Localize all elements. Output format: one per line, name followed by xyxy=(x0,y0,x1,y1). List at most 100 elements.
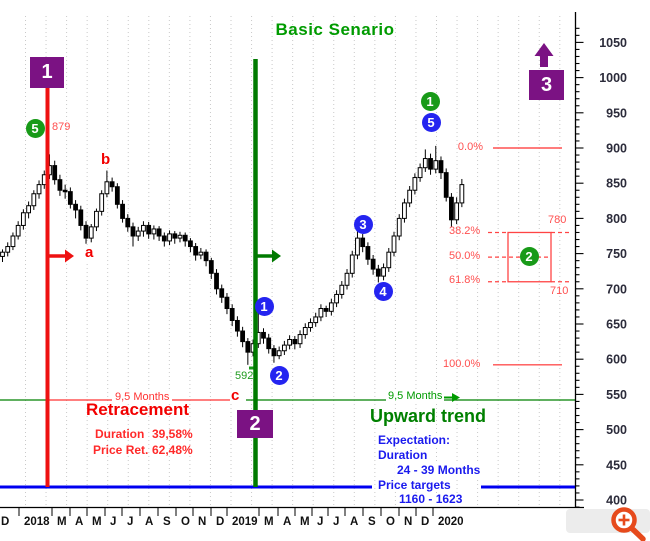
candle-body-down xyxy=(156,228,162,237)
fib-label-0: 0.0% xyxy=(457,141,483,153)
wave-marker-green-5: 5 xyxy=(25,118,45,138)
candle-body-up xyxy=(5,246,11,253)
candle-body-up xyxy=(381,267,386,277)
candle-body-down xyxy=(240,330,246,343)
y-axis-label: 850 xyxy=(606,177,627,191)
y-axis-label: 900 xyxy=(606,142,627,156)
x-axis-label: J xyxy=(110,516,116,528)
candle-body-down xyxy=(109,181,115,188)
candle-body-down xyxy=(161,235,167,242)
y-axis-label: 1050 xyxy=(599,36,627,50)
candle-body-up xyxy=(198,251,204,256)
candle-body-up xyxy=(308,322,313,329)
x-axis-label: D xyxy=(1,516,9,528)
candle-body-down xyxy=(78,209,84,226)
candle-body-down xyxy=(235,319,240,332)
upward-trend-title: Upward trend xyxy=(370,406,487,426)
retracement-price-value: 62,48% xyxy=(152,443,193,457)
low-price-label: 592 xyxy=(235,370,254,382)
candle-body-up xyxy=(433,160,439,170)
candle-body-down xyxy=(182,234,188,242)
candle-body-down xyxy=(125,217,131,228)
candle-body-up xyxy=(422,158,428,169)
wave-letter-c: c xyxy=(230,387,241,404)
retracement-title: Retracement xyxy=(86,400,189,419)
candle-body-down xyxy=(365,246,371,260)
candle-body-up xyxy=(318,308,324,318)
candle-body-up xyxy=(26,205,32,214)
candle-body-down xyxy=(360,237,366,248)
candle-body-down xyxy=(83,224,89,239)
x-axis-label: S xyxy=(163,516,171,528)
candle-body-up xyxy=(454,202,460,221)
candle-body-up xyxy=(167,233,172,242)
expectation-duration-value: 24 - 39 Months xyxy=(395,463,483,477)
candle-body-down xyxy=(245,341,251,353)
x-axis-label: S xyxy=(368,516,376,528)
y-axis-label: 700 xyxy=(606,282,627,296)
x-axis-label: N xyxy=(198,516,206,528)
candle-body-down xyxy=(146,224,152,235)
y-axis-label: 550 xyxy=(606,388,627,402)
fib-label-100: 100.0% xyxy=(443,358,481,370)
candle-body-up xyxy=(20,212,26,226)
candle-body-up xyxy=(151,228,157,235)
x-axis-label: M xyxy=(300,516,310,528)
y-axis-label: 800 xyxy=(606,212,627,226)
retracement-span-label: 9,5 Months xyxy=(112,391,173,404)
candle-body-up xyxy=(386,251,392,269)
zoom-in-icon-part[interactable] xyxy=(629,525,646,541)
candle-body-down xyxy=(120,203,125,219)
y-axis-label: 500 xyxy=(606,423,627,437)
candle-body-down xyxy=(449,196,454,221)
candle-body-down xyxy=(375,268,381,277)
candle-body-down xyxy=(208,260,214,274)
candle-body-down xyxy=(172,233,178,239)
x-axis-label: D xyxy=(216,516,224,528)
y-axis-label: 750 xyxy=(606,247,627,261)
candle-body-up xyxy=(88,226,94,239)
y-axis-label: 1000 xyxy=(599,71,627,85)
green-arrow-head xyxy=(272,249,281,263)
candle-body-up xyxy=(349,254,355,274)
low-marker-dash xyxy=(249,366,256,370)
x-axis-label: M xyxy=(57,516,67,528)
fib-target-zone-box xyxy=(507,231,552,283)
wave-marker-green-1: 1 xyxy=(420,91,440,111)
chart-title: Basic Senario xyxy=(275,20,395,39)
y-axis-label: 600 xyxy=(606,353,627,367)
candle-body-up xyxy=(99,193,105,212)
zoom-in-icon[interactable] xyxy=(611,507,646,541)
x-axis-label: J xyxy=(317,516,323,528)
candle-body-down xyxy=(370,258,376,270)
candle-body-up xyxy=(177,234,183,239)
candle-body-down xyxy=(266,337,272,350)
wave-marker-blue-4: 4 xyxy=(373,281,393,301)
retracement-duration-value: 39,58% xyxy=(152,427,193,441)
candle-body-up xyxy=(355,237,360,256)
x-axis-label: N xyxy=(404,516,412,528)
y-axis-label: 650 xyxy=(606,318,627,332)
candle-body-down xyxy=(193,246,199,256)
candle-body-up xyxy=(417,167,423,179)
retracement-price-label: Price Ret. xyxy=(93,443,149,457)
x-axis-label: O xyxy=(386,516,395,528)
candle-body-down xyxy=(73,203,78,211)
expectation-duration-label: Duration xyxy=(376,448,430,462)
x-axis-label: 2019 xyxy=(232,516,258,528)
candle-body-down xyxy=(130,226,136,237)
candle-body-down xyxy=(428,158,433,170)
x-axis-label: J xyxy=(333,516,339,528)
fib-lower-target: 710 xyxy=(550,285,569,297)
candle-body-down xyxy=(323,308,329,312)
candle-body-down xyxy=(271,348,277,357)
candle-body-up xyxy=(328,302,334,312)
x-axis-label: J xyxy=(127,516,133,528)
candle-body-up xyxy=(339,284,345,295)
candle-body-up xyxy=(10,235,16,248)
x-axis-label: 2020 xyxy=(438,516,464,528)
retracement-duration-label: Duration xyxy=(95,427,145,441)
candle-body-down xyxy=(438,160,444,174)
wave-marker-blue-1: 1 xyxy=(254,296,274,316)
candle-body-up xyxy=(297,334,303,345)
